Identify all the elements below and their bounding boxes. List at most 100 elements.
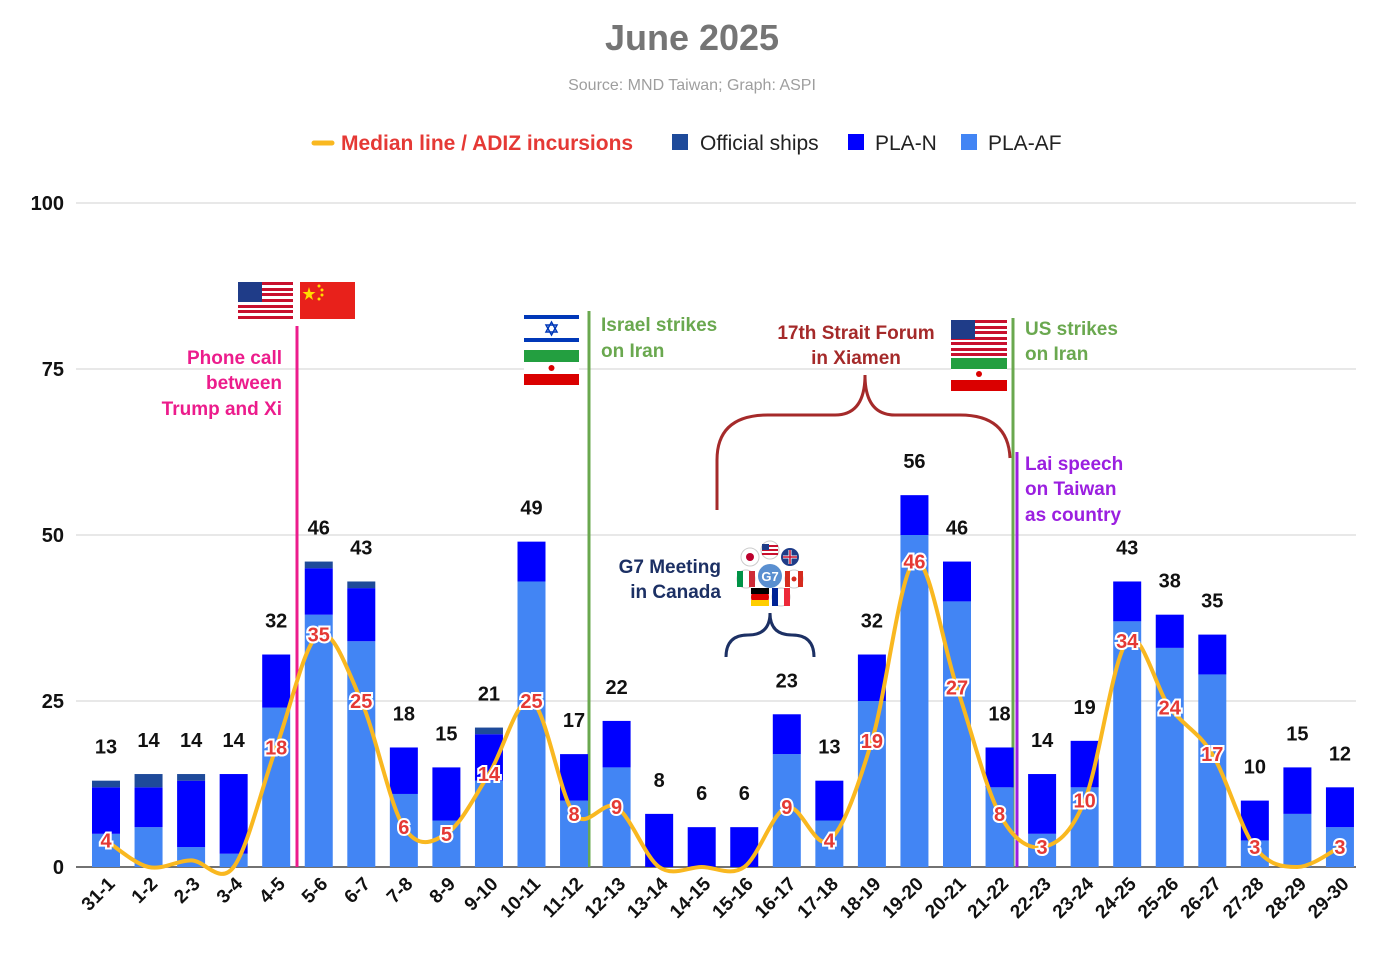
x-tick-label: 6-7 xyxy=(341,874,375,908)
bar-pla-n xyxy=(1113,581,1142,622)
x-tick-label: 8-9 xyxy=(426,874,460,908)
x-tick-label: 17-18 xyxy=(794,874,843,923)
bar-pla-n xyxy=(134,787,163,828)
total-label: 18 xyxy=(988,703,1010,725)
bar-pla-n xyxy=(304,568,333,615)
annotation-line: on Taiwan xyxy=(1025,479,1116,500)
legend-swatch-plaaf xyxy=(961,134,977,150)
annotation-line: in Xiamen xyxy=(811,348,901,369)
bar-pla-n xyxy=(1325,787,1354,828)
annotation-line: G7 Meeting xyxy=(619,557,721,578)
x-tick-label: 19-20 xyxy=(879,874,928,923)
bar-pla-n xyxy=(815,780,844,821)
bar-pla-af xyxy=(92,833,120,867)
bar-pla-af xyxy=(134,827,163,867)
y-tick-label: 50 xyxy=(42,525,64,547)
median-value-label: 14 xyxy=(478,764,501,786)
total-label: 14 xyxy=(223,730,246,752)
bar-pla-af xyxy=(262,707,291,867)
annotation-line: Phone call xyxy=(187,348,282,369)
israel-flag-icon xyxy=(524,313,579,344)
chart-subtitle: Source: MND Taiwan; Graph: ASPI xyxy=(568,77,816,94)
bar-pla-n xyxy=(985,747,1014,788)
median-value-label: 25 xyxy=(520,691,542,713)
median-value-label: 25 xyxy=(350,691,372,713)
x-tick-label: 10-11 xyxy=(497,873,546,922)
bar-official-ships xyxy=(134,774,163,788)
annotation-line: on Iran xyxy=(601,341,664,362)
bar-official-ships xyxy=(92,780,120,788)
total-label: 14 xyxy=(180,730,203,752)
annotation-line: 17th Strait Forum xyxy=(777,323,934,344)
us-flag-icon-2 xyxy=(951,320,1007,356)
total-label: 15 xyxy=(1286,723,1308,745)
bar-pla-af xyxy=(943,601,971,867)
bar-pla-n xyxy=(219,774,248,854)
bar-pla-n xyxy=(92,787,120,834)
bar-pla-af xyxy=(900,535,929,867)
median-value-label: 3 xyxy=(1037,837,1048,859)
bar-pla-n xyxy=(772,714,801,755)
bar-official-ships xyxy=(474,727,503,735)
annotation-line: Lai speech xyxy=(1025,454,1123,475)
g7-logo-text: G7 xyxy=(761,569,778,584)
median-value-label: 5 xyxy=(441,824,452,846)
total-label: 32 xyxy=(861,611,883,633)
y-tick-label: 100 xyxy=(31,193,64,215)
legend: Median line / ADIZ incursions Official s… xyxy=(311,132,1062,155)
g7-logo-icon: G7 xyxy=(736,540,804,607)
total-label: 10 xyxy=(1244,757,1266,779)
x-tick-label: 14-15 xyxy=(666,873,716,923)
bar-pla-n xyxy=(262,654,291,708)
annotation-line: on Iran xyxy=(1025,344,1088,365)
chart-title: June 2025 xyxy=(605,17,779,58)
annotation-line: Trump and Xi xyxy=(162,399,282,420)
total-label: 22 xyxy=(605,677,627,699)
y-tick-label: 75 xyxy=(42,359,64,381)
bar-pla-n xyxy=(730,827,759,867)
bar-pla-af xyxy=(1325,827,1354,867)
bar-pla-n xyxy=(1240,800,1269,841)
annotation-lai: Lai speech on Taiwan as country xyxy=(1025,454,1123,526)
total-label: 23 xyxy=(776,670,798,692)
forum-brace xyxy=(715,374,1012,510)
total-label: 14 xyxy=(1031,730,1054,752)
x-tick-label: 29-30 xyxy=(1304,874,1353,923)
annotation-forum: 17th Strait Forum in Xiamen xyxy=(715,323,1012,510)
total-label: 13 xyxy=(95,737,117,759)
x-tick-label: 11-12 xyxy=(539,874,587,922)
bar-pla-af xyxy=(1283,813,1312,867)
total-label: 43 xyxy=(350,537,372,559)
total-label: 6 xyxy=(739,783,750,805)
median-value-label: 8 xyxy=(568,804,579,826)
y-tick-label: 0 xyxy=(53,857,64,879)
bars xyxy=(92,495,1354,867)
x-tick-label: 20-21 xyxy=(921,873,971,923)
x-tick-label: 25-26 xyxy=(1134,874,1183,923)
x-tick-label: 22-23 xyxy=(1006,874,1055,923)
median-value-label: 46 xyxy=(903,552,925,574)
legend-label-plaaf: PLA-AF xyxy=(988,132,1062,155)
x-tick-label: 9-10 xyxy=(461,874,503,916)
median-line xyxy=(104,559,1341,876)
total-label: 6 xyxy=(696,783,707,805)
bar-official-ships xyxy=(177,774,206,781)
bar-pla-af xyxy=(304,614,333,867)
iran-flag-icon xyxy=(524,350,579,385)
bar-pla-n xyxy=(517,541,546,582)
bar-pla-af xyxy=(474,780,503,867)
median-value-label: 4 xyxy=(100,830,112,852)
x-tick-label: 15-16 xyxy=(709,874,758,923)
annotation-line: between xyxy=(206,373,282,394)
total-label: 8 xyxy=(654,770,665,792)
legend-swatch-plan xyxy=(848,134,864,150)
total-label: 14 xyxy=(137,730,160,752)
annotation-israel: Israel strikes on Iran xyxy=(601,315,717,362)
total-label: 43 xyxy=(1116,537,1138,559)
total-label: 46 xyxy=(308,518,330,540)
median-value-label: 10 xyxy=(1074,791,1096,813)
legend-label-plan: PLA-N xyxy=(875,132,937,155)
x-tick-label: 7-8 xyxy=(383,874,417,908)
x-tick-label: 4-5 xyxy=(255,873,290,908)
